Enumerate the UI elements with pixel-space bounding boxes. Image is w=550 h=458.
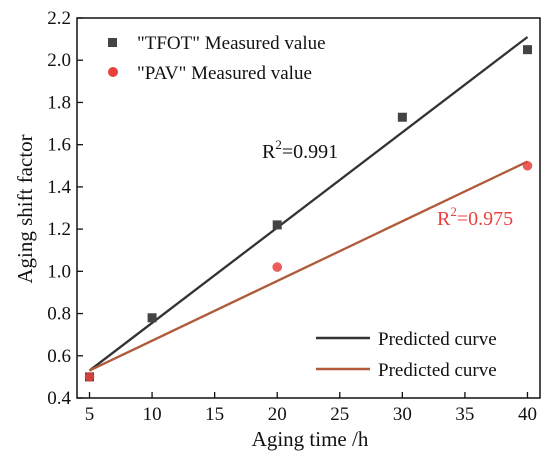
data-point-tfot bbox=[147, 313, 157, 323]
x-tick-label: 20 bbox=[268, 404, 287, 425]
x-tick-label: 10 bbox=[143, 404, 162, 425]
y-axis-label: Aging shift factor bbox=[13, 134, 37, 283]
data-point-pav bbox=[84, 372, 95, 382]
y-tick-label: 1.2 bbox=[47, 219, 71, 240]
data-point-pav bbox=[522, 160, 533, 171]
x-tick-label: 5 bbox=[85, 404, 95, 425]
y-tick-label: 0.4 bbox=[47, 388, 71, 409]
legend-tfot-marker bbox=[108, 38, 117, 47]
y-tick-label: 0.8 bbox=[47, 304, 71, 325]
data-point-tfot bbox=[272, 220, 282, 230]
r2-annotation-pav: R2=0.975 bbox=[437, 204, 513, 230]
plot-area-border bbox=[76, 17, 541, 399]
x-tick-label: 25 bbox=[330, 404, 349, 425]
y-tick-label: 0.6 bbox=[47, 346, 71, 367]
x-axis-label: Aging time /h bbox=[252, 427, 369, 451]
y-tick-label: 1.8 bbox=[47, 92, 71, 113]
y-tick-label: 1.4 bbox=[47, 177, 71, 198]
legend-pav-marker bbox=[108, 67, 118, 77]
axis-ticks: 5 10 15 20 25 30 35 40 0.4 0.6 0.8 1.0 1.2 1.4 1.6 1.8 2… bbox=[47, 8, 537, 425]
legend-pav-label: "PAV" Measured value bbox=[137, 63, 312, 84]
legend-tfot-label: "TFOT" Measured value bbox=[137, 33, 326, 54]
y-tick-label: 2.0 bbox=[47, 50, 71, 71]
data-point-pav bbox=[272, 262, 283, 272]
fit-line-tfot bbox=[88, 36, 529, 372]
fit-lines bbox=[88, 36, 529, 372]
x-tick-label: 35 bbox=[455, 404, 474, 425]
data-points bbox=[84, 45, 533, 382]
y-tick-label: 1.6 bbox=[47, 135, 71, 156]
x-tick-label: 40 bbox=[518, 404, 537, 425]
data-point-tfot bbox=[522, 45, 532, 55]
legend-top: "TFOT" Measured value "PAV" Measured val… bbox=[108, 33, 326, 84]
x-tick-label: 15 bbox=[205, 404, 224, 425]
x-tick-label: 30 bbox=[393, 404, 412, 425]
legend-fit-pav-label: Predicted curve bbox=[378, 360, 497, 381]
plot-frame bbox=[76, 17, 541, 399]
y-tick-label: 2.2 bbox=[47, 8, 71, 29]
r2-annotation-tfot: R2=0.991 bbox=[262, 137, 338, 163]
legend-fit-tfot-label: Predicted curve bbox=[378, 329, 497, 350]
fit-line-pav bbox=[89, 160, 528, 372]
legend-bottom: Predicted curve Predicted curve bbox=[316, 329, 497, 381]
y-tick-label: 1.0 bbox=[47, 261, 71, 282]
data-point-tfot bbox=[397, 112, 407, 122]
